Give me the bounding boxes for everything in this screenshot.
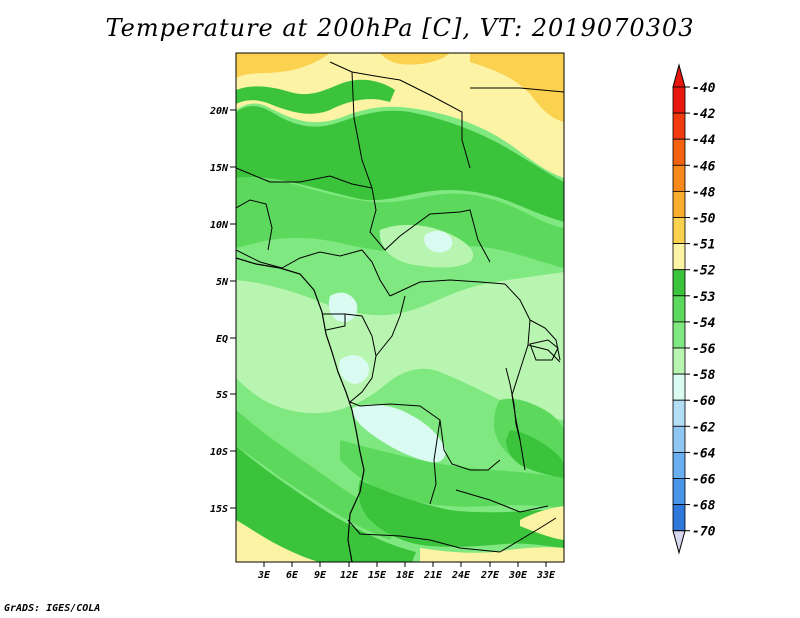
lon-tick-label: 24E bbox=[451, 570, 471, 581]
lat-tick-label: 5S bbox=[216, 390, 228, 401]
field-band-m56-patch3 bbox=[338, 355, 370, 384]
colorbar-segment bbox=[672, 478, 686, 506]
field-band-m52-south bbox=[340, 440, 564, 508]
field-band-m54-west bbox=[236, 290, 319, 365]
grads-credit: GrADS: IGES/COLA bbox=[4, 603, 101, 614]
field-band-m52-north bbox=[236, 177, 564, 268]
colorbar-segment bbox=[672, 138, 686, 166]
field-band-m51-north bbox=[236, 106, 564, 222]
field-band-m48-top bbox=[380, 53, 450, 65]
colorbar-segment bbox=[672, 86, 686, 114]
field-band-m51-nw bbox=[236, 79, 395, 114]
colorbar-label: -53 bbox=[692, 290, 716, 305]
lat-tick-label: EQ bbox=[216, 334, 228, 345]
colorbar-label: -44 bbox=[692, 133, 716, 148]
colorbar-segment bbox=[672, 373, 686, 401]
colorbar-segment bbox=[672, 399, 686, 427]
coastline bbox=[236, 257, 365, 562]
colorbar-label: -62 bbox=[692, 420, 716, 435]
lat-tick-label: 15N bbox=[210, 163, 229, 174]
colorbar: -40 -42 -44 -46 -48 -50 -51 -52 -53 -54 -56 -58 -60 -… bbox=[672, 63, 716, 555]
lon-tick-label: 9E bbox=[314, 570, 327, 581]
lat-tick-label: 10N bbox=[210, 220, 229, 231]
field-band-m54-central bbox=[236, 272, 564, 420]
field-band-m48-nw bbox=[236, 53, 330, 78]
country-borders bbox=[236, 61, 564, 553]
field-band-m52-sw bbox=[236, 410, 400, 540]
colorbar-segment bbox=[672, 164, 686, 192]
colorbar-label: -40 bbox=[692, 81, 716, 96]
colorbar-label: -51 bbox=[692, 238, 715, 253]
lon-axis bbox=[263, 562, 547, 567]
field-band-m51-south bbox=[358, 480, 564, 548]
colorbar-segment bbox=[672, 217, 686, 245]
lat-tick-label: 5N bbox=[216, 277, 229, 288]
lon-tick-label: 21E bbox=[423, 570, 443, 581]
field-band-m56-patch4 bbox=[424, 230, 453, 253]
lon-tick-label: 6E bbox=[286, 570, 299, 581]
lon-tick-label: 3E bbox=[257, 570, 271, 581]
lake-tanganyika bbox=[505, 367, 521, 441]
colorbar-segment bbox=[672, 451, 686, 479]
colorbar-label: -58 bbox=[692, 368, 716, 383]
lake-victoria bbox=[529, 339, 559, 361]
colorbar-label: -42 bbox=[692, 107, 716, 122]
colorbar-label: -46 bbox=[692, 159, 716, 174]
colorbar-label: -52 bbox=[692, 264, 716, 279]
lon-tick-label: 15E bbox=[368, 570, 387, 581]
lon-tick-label: 33E bbox=[536, 570, 556, 581]
colorbar-label: -60 bbox=[692, 394, 716, 409]
lon-tick-label: 30E bbox=[508, 570, 528, 581]
colorbar-segment bbox=[672, 190, 686, 218]
colorbar-label: -64 bbox=[692, 446, 716, 461]
colorbar-segment bbox=[672, 321, 686, 349]
colorbar-segment bbox=[672, 504, 686, 532]
field-band-m50-south bbox=[420, 547, 564, 562]
map-frame bbox=[235, 52, 565, 563]
colorbar-label: -54 bbox=[692, 316, 716, 331]
field-band-m50-sw bbox=[236, 520, 320, 562]
colorbar-label: -48 bbox=[692, 185, 716, 200]
field-band-m50-north bbox=[236, 53, 564, 178]
field-band-m56-center bbox=[352, 404, 446, 463]
colorbar-arrow-bottom bbox=[672, 530, 686, 555]
colorbar-label: -68 bbox=[692, 499, 716, 514]
temperature-field bbox=[236, 53, 564, 562]
colorbar-segment bbox=[672, 269, 686, 297]
lon-tick-label: 27E bbox=[480, 570, 500, 581]
lat-tick-label: 15S bbox=[210, 504, 228, 515]
field-band-m48-ne bbox=[470, 53, 564, 122]
lon-tick-label: 18E bbox=[396, 570, 415, 581]
colorbar-segment bbox=[672, 243, 686, 271]
colorbar-arrow-top bbox=[672, 63, 686, 88]
colorbar-label: -66 bbox=[692, 473, 716, 488]
colorbar-segment bbox=[672, 347, 686, 375]
field-band-m51-sw bbox=[236, 446, 416, 562]
colorbar-label: -56 bbox=[692, 342, 716, 357]
colorbar-segment bbox=[672, 425, 686, 453]
lat-tick-label: 20N bbox=[209, 106, 229, 117]
colorbar-segment bbox=[672, 295, 686, 323]
map-title: Temperature at 200hPa [C], VT: 201907030… bbox=[105, 14, 695, 42]
field-band-m50-se bbox=[520, 506, 564, 540]
lat-axis bbox=[230, 109, 236, 509]
colorbar-segment bbox=[672, 112, 686, 140]
colorbar-label: -50 bbox=[692, 212, 716, 227]
lon-tick-label: 12E bbox=[340, 570, 359, 581]
colorbar-label: -70 bbox=[692, 525, 716, 540]
lat-tick-label: 10S bbox=[210, 447, 228, 458]
